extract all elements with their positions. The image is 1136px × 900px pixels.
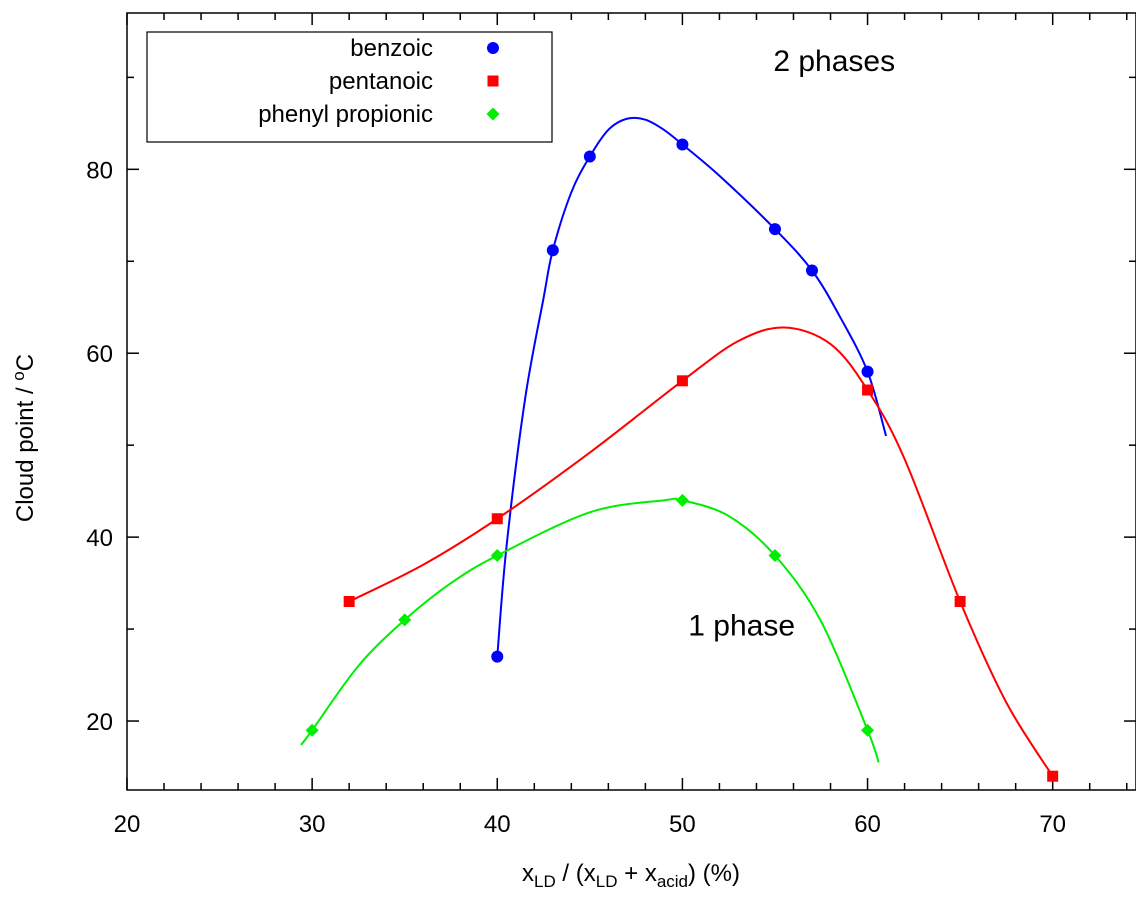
legend-label: benzoic: [350, 35, 433, 62]
x-tick-label: 70: [1039, 811, 1066, 838]
axis-ticks: 20 30 40 50 60 70 20 40 60 80: [86, 13, 1136, 838]
legend-label: pentanoic: [329, 68, 433, 95]
data-point-benzoic: [806, 264, 819, 277]
y-tick-label: 60: [86, 341, 113, 368]
legend-box: [146, 31, 553, 143]
x-tick-label: 40: [484, 811, 511, 838]
annotations: 2 phases 1 phase: [688, 45, 895, 643]
series-line-phenyl-propionic: [300, 497, 880, 763]
legend-marker: [487, 75, 499, 87]
series-line-benzoic: [496, 116, 888, 657]
legend-marker: [486, 107, 500, 121]
data-point-benzoic: [861, 365, 874, 378]
plot-area: [126, 12, 1136, 791]
x-tick-label: 50: [669, 811, 696, 838]
x-tick-label: 20: [114, 811, 141, 838]
data-point-pentanoic: [954, 595, 966, 607]
legend-label: phenyl propionic: [258, 101, 433, 128]
plot-frame: [126, 12, 1136, 791]
data-point-phenyl-propionic: [398, 613, 412, 627]
data-point-benzoic: [768, 223, 781, 236]
y-tick-label: 80: [86, 157, 113, 184]
legend: benzoic pentanoic phenyl propionic: [146, 31, 553, 143]
data-point-benzoic: [491, 650, 504, 663]
data-point-phenyl-propionic: [305, 723, 319, 737]
y-axis-label: Cloud point / oC: [9, 354, 39, 522]
series-markers: [305, 138, 1059, 782]
annotation-label: 2 phases: [773, 45, 895, 78]
data-point-benzoic: [583, 150, 596, 163]
data-point-phenyl-propionic: [675, 493, 689, 507]
series-curves: [300, 116, 1054, 777]
x-axis-label: xLD / (xLD + xacid) (%): [522, 860, 740, 891]
data-point-benzoic: [676, 138, 689, 151]
data-point-pentanoic: [676, 375, 688, 387]
x-tick-label: 60: [854, 811, 881, 838]
data-point-pentanoic: [491, 513, 503, 525]
y-tick-label: 20: [86, 709, 113, 736]
x-tick-label: 30: [299, 811, 326, 838]
series-line-pentanoic: [348, 326, 1054, 777]
annotation-label: 1 phase: [688, 610, 795, 643]
data-point-benzoic: [546, 244, 559, 257]
y-tick-label: 40: [86, 525, 113, 552]
legend-marker: [487, 42, 499, 54]
data-point-phenyl-propionic: [861, 723, 875, 737]
data-point-pentanoic: [862, 384, 874, 396]
data-point-pentanoic: [343, 595, 355, 607]
data-point-pentanoic: [1047, 770, 1059, 782]
data-point-phenyl-propionic: [768, 549, 782, 563]
data-point-phenyl-propionic: [490, 549, 504, 563]
